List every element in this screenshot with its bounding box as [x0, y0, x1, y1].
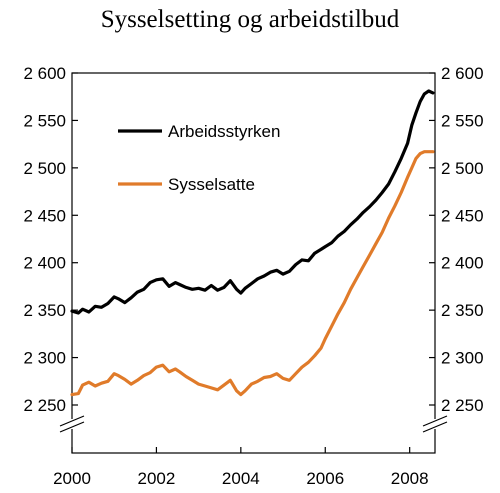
y-tick-label-right: 2 500: [441, 159, 484, 178]
y-tick-label-left: 2 250: [23, 396, 66, 415]
x-tick-label: 2008: [391, 469, 429, 488]
y-tick-label-left: 2 550: [23, 111, 66, 130]
y-tick-label-right: 2 350: [441, 301, 484, 320]
axis-break-mark-left-1: [59, 415, 85, 427]
y-tick-label-left: 2 500: [23, 159, 66, 178]
legend-label-sysselsatte: Sysselsatte: [168, 175, 255, 194]
y-tick-label-right: 2 550: [441, 111, 484, 130]
y-tick-label-right: 2 300: [441, 349, 484, 368]
axis-break-marks: [59, 415, 448, 433]
y-tick-label-right: 2 600: [441, 64, 484, 83]
y-tick-label-left: 2 350: [23, 301, 66, 320]
chart-title: Sysselsetting og arbeidstilbud: [101, 6, 400, 33]
legend: Arbeidsstyrken Sysselsatte: [118, 122, 280, 194]
y-tick-label-left: 2 400: [23, 254, 66, 273]
x-tick-label: 2000: [53, 469, 91, 488]
axis-break-mark-right-2: [422, 421, 448, 433]
y-tick-label-right: 2 450: [441, 206, 484, 225]
y-tick-label-right: 2 400: [441, 254, 484, 273]
series-line-sysselsatte: [70, 150, 435, 397]
x-tick-label: 2004: [222, 469, 260, 488]
axis-break-mark-right-1: [422, 415, 448, 427]
y-axis-right: 2 600 2 550 2 500 2 450 2 400 2 350 2 300 2 250: [429, 64, 484, 415]
axis-break-gap-right: [423, 419, 447, 429]
y-tick-label-left: 2 450: [23, 206, 66, 225]
axis-break-gap-left: [60, 419, 84, 429]
series-lines: [70, 89, 435, 397]
y-tick-label-right: 2 250: [441, 396, 484, 415]
x-tick-label: 2002: [138, 469, 176, 488]
y-axis-left: 2 600 2 550 2 500 2 450 2 400 2 350 2 300 2 250: [23, 64, 78, 415]
y-tick-label-left: 2 300: [23, 349, 66, 368]
x-axis: 2000 2002 2004 2006 2008: [53, 447, 429, 488]
y-tick-label-left: 2 600: [23, 64, 66, 83]
legend-label-arbeidsstyrken: Arbeidsstyrken: [168, 122, 280, 141]
series-line-arbeidsstyrken: [70, 89, 435, 315]
axis-break-mark-left-2: [59, 421, 85, 433]
x-tick-label: 2006: [306, 469, 344, 488]
